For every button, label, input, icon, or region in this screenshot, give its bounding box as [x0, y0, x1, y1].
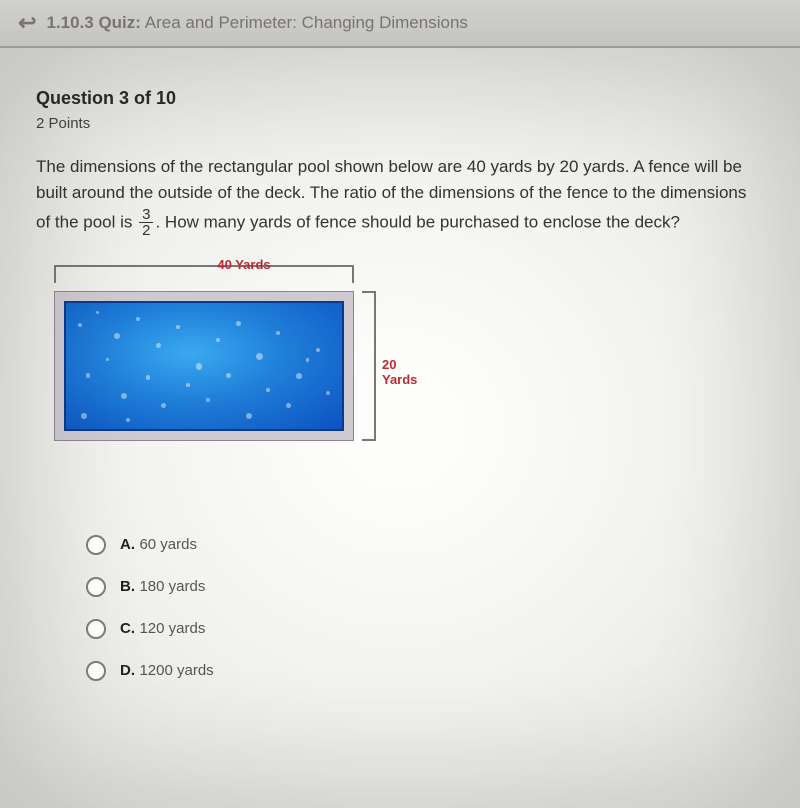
bubble [306, 358, 309, 361]
bubble [276, 331, 280, 335]
bubble [161, 403, 166, 408]
quiz-header: ↪ 1.10.3 Quiz: Area and Perimeter: Chang… [0, 0, 800, 48]
bubble [196, 363, 202, 369]
bubble [136, 317, 140, 321]
bubble [78, 323, 82, 327]
height-bracket [362, 291, 376, 441]
bubble [114, 333, 120, 339]
answer-option-a[interactable]: A. 60 yards [86, 535, 764, 555]
question-points: 2 Points [36, 115, 764, 132]
width-label: 40 Yards [209, 257, 278, 272]
pool-rectangle [64, 301, 344, 431]
width-bracket [54, 265, 354, 283]
content-area: Question 3 of 10 2 Points The dimensions… [0, 48, 800, 808]
bubble [266, 388, 270, 392]
back-icon[interactable]: ↪ [18, 10, 36, 36]
radio-icon[interactable] [86, 619, 106, 639]
option-text: 120 yards [139, 620, 205, 637]
bubble [246, 413, 252, 419]
bubble [236, 321, 241, 326]
question-text-part2: . How many yards of fence should be purc… [155, 212, 679, 231]
option-letter: D. [120, 662, 135, 679]
radio-icon[interactable] [86, 661, 106, 681]
bubble [206, 398, 210, 402]
bubble [256, 353, 263, 360]
bubble [316, 348, 320, 352]
radio-icon[interactable] [86, 535, 106, 555]
answer-option-c[interactable]: C. 120 yards [86, 619, 764, 639]
fraction: 32 [139, 207, 153, 240]
bubble [121, 393, 127, 399]
bubble [86, 373, 90, 377]
fraction-denominator: 2 [139, 223, 153, 239]
bubble [326, 391, 330, 395]
bubble [286, 403, 291, 408]
section-label: Quiz: [98, 13, 141, 32]
question-text: The dimensions of the rectangular pool s… [36, 154, 764, 239]
question-heading: Question 3 of 10 [36, 88, 764, 109]
bubble [216, 338, 220, 342]
bubble [226, 373, 231, 378]
bubble [186, 383, 190, 387]
answer-options: A. 60 yards B. 180 yards C. 120 yards D. 12… [86, 535, 764, 681]
answer-option-b[interactable]: B. 180 yards [86, 577, 764, 597]
deck-rectangle [54, 291, 354, 441]
option-text: 180 yards [139, 578, 205, 595]
option-text: 60 yards [139, 536, 197, 553]
bubble [126, 418, 130, 422]
quiz-title: 1.10.3 Quiz: Area and Perimeter: Changin… [46, 13, 467, 33]
bubble [96, 311, 99, 314]
height-label: 20 Yards [382, 357, 434, 387]
bubble [106, 358, 109, 361]
radio-icon[interactable] [86, 577, 106, 597]
fraction-numerator: 3 [139, 207, 153, 224]
bubble [81, 413, 87, 419]
section-number: 1.10.3 [46, 13, 93, 32]
bubble [296, 373, 302, 379]
option-letter: A. [120, 536, 135, 553]
bubble [146, 375, 150, 379]
quiz-name: Area and Perimeter: Changing Dimensions [145, 13, 468, 32]
bubble [176, 325, 180, 329]
answer-option-d[interactable]: D. 1200 yards [86, 661, 764, 681]
option-letter: C. [120, 620, 135, 637]
option-letter: B. [120, 578, 135, 595]
option-text: 1200 yards [139, 662, 213, 679]
bubble [156, 343, 161, 348]
pool-diagram: 40 Yards 20 Yards [54, 265, 434, 475]
